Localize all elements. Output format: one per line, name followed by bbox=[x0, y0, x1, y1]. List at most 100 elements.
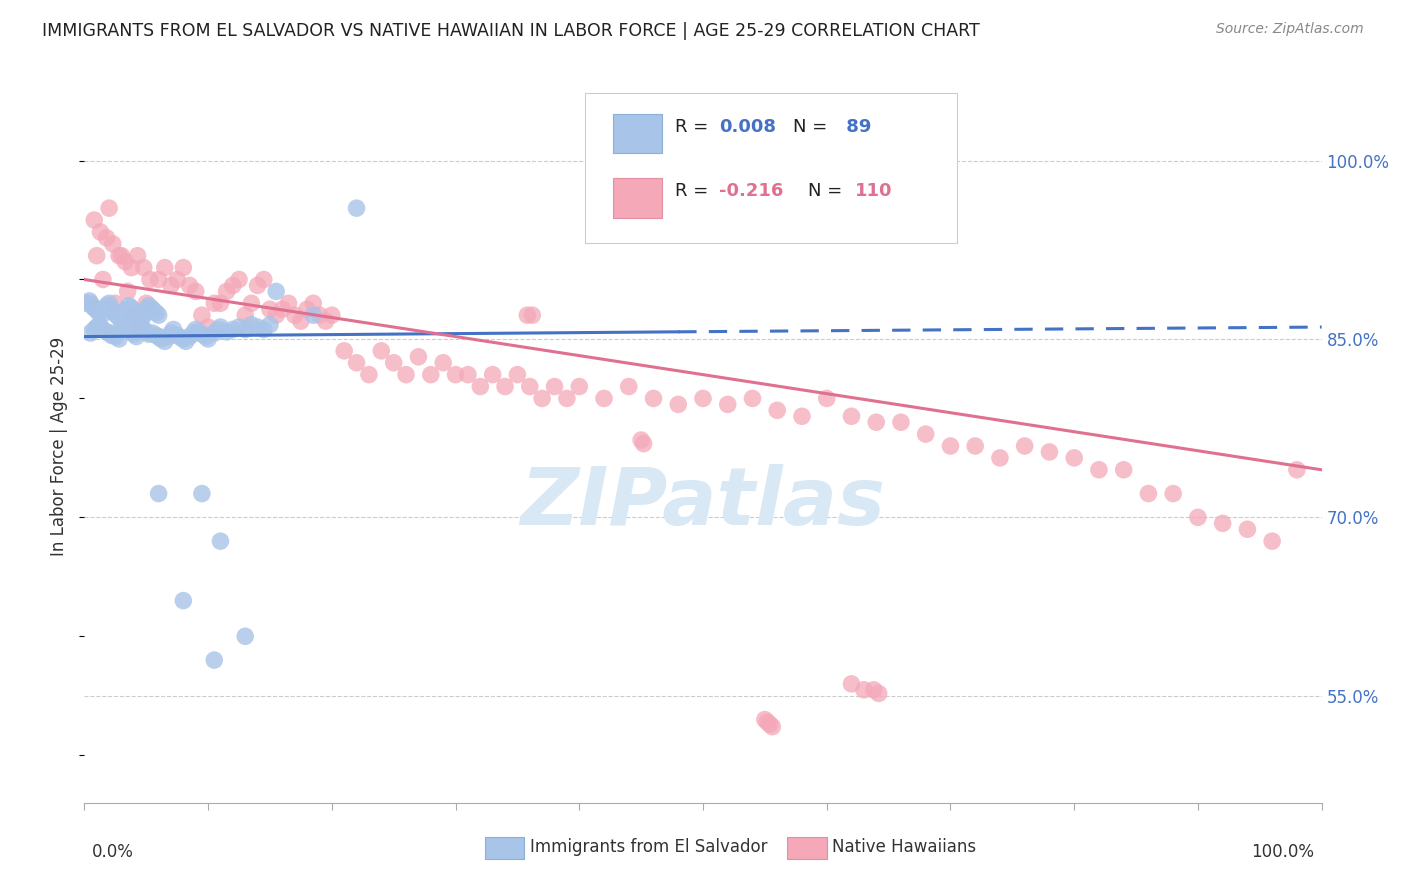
Point bbox=[184, 285, 207, 299]
Point bbox=[139, 272, 162, 286]
Point bbox=[127, 249, 149, 263]
Point bbox=[110, 249, 132, 263]
Point bbox=[408, 350, 430, 364]
Point bbox=[233, 308, 256, 322]
Point bbox=[79, 293, 101, 308]
Point bbox=[108, 332, 131, 346]
Point bbox=[128, 310, 150, 325]
Text: N =: N = bbox=[808, 182, 848, 200]
FancyBboxPatch shape bbox=[613, 114, 662, 153]
Point bbox=[522, 308, 544, 322]
Point bbox=[80, 299, 103, 313]
Point bbox=[209, 296, 232, 310]
Point bbox=[129, 313, 152, 327]
Point bbox=[118, 299, 141, 313]
Y-axis label: In Labor Force | Age 25-29: In Labor Force | Age 25-29 bbox=[51, 336, 69, 556]
Point bbox=[103, 306, 125, 320]
Point bbox=[321, 308, 343, 322]
Point bbox=[79, 326, 101, 340]
Point bbox=[506, 368, 529, 382]
Point bbox=[122, 303, 145, 318]
Text: 110: 110 bbox=[855, 182, 893, 200]
Point bbox=[125, 329, 148, 343]
Point bbox=[120, 301, 142, 315]
Point bbox=[215, 325, 238, 339]
Point bbox=[643, 392, 665, 406]
Point bbox=[148, 486, 170, 500]
Text: 0.0%: 0.0% bbox=[91, 843, 134, 861]
Point bbox=[531, 392, 554, 406]
Point bbox=[630, 433, 652, 447]
Point bbox=[1236, 522, 1258, 536]
Text: Native Hawaiians: Native Hawaiians bbox=[832, 838, 977, 856]
Point bbox=[172, 332, 194, 346]
Point bbox=[105, 308, 128, 322]
Point bbox=[494, 379, 516, 393]
Point bbox=[191, 486, 214, 500]
Point bbox=[150, 332, 173, 346]
Point bbox=[100, 302, 122, 317]
Point bbox=[157, 329, 180, 343]
Point bbox=[271, 302, 294, 317]
Point bbox=[290, 314, 312, 328]
Point bbox=[96, 325, 118, 339]
Point bbox=[184, 322, 207, 336]
Point bbox=[179, 278, 201, 293]
Point bbox=[1285, 463, 1308, 477]
Point bbox=[1261, 534, 1284, 549]
Point bbox=[890, 415, 912, 429]
Point bbox=[965, 439, 987, 453]
Point bbox=[868, 686, 890, 700]
Point bbox=[129, 320, 152, 334]
Text: N =: N = bbox=[793, 118, 834, 136]
Text: R =: R = bbox=[675, 118, 713, 136]
Point bbox=[754, 713, 776, 727]
Point bbox=[222, 322, 245, 336]
Point bbox=[519, 379, 541, 393]
Point bbox=[191, 308, 214, 322]
Point bbox=[593, 392, 616, 406]
Point bbox=[138, 327, 160, 342]
Point bbox=[240, 296, 263, 310]
Point bbox=[191, 327, 214, 342]
Point bbox=[117, 285, 139, 299]
Point bbox=[91, 272, 114, 286]
Point bbox=[120, 260, 142, 275]
Point bbox=[382, 356, 405, 370]
Point bbox=[110, 318, 132, 332]
Point bbox=[115, 302, 138, 317]
Text: IMMIGRANTS FROM EL SALVADOR VS NATIVE HAWAIIAN IN LABOR FORCE | AGE 25-29 CORREL: IMMIGRANTS FROM EL SALVADOR VS NATIVE HA… bbox=[42, 22, 980, 40]
Point bbox=[741, 392, 763, 406]
Point bbox=[419, 368, 441, 382]
Point bbox=[215, 285, 238, 299]
Point bbox=[86, 320, 108, 334]
Point bbox=[315, 314, 337, 328]
Point bbox=[841, 409, 863, 424]
Text: Source: ZipAtlas.com: Source: ZipAtlas.com bbox=[1216, 22, 1364, 37]
Point bbox=[89, 306, 111, 320]
Text: 89: 89 bbox=[841, 118, 872, 136]
Point bbox=[132, 260, 155, 275]
Point bbox=[117, 322, 139, 336]
Point bbox=[516, 308, 538, 322]
Point bbox=[160, 326, 183, 340]
Point bbox=[98, 296, 121, 310]
Point bbox=[862, 682, 884, 697]
Point bbox=[166, 328, 188, 343]
Point bbox=[160, 278, 183, 293]
Point bbox=[138, 299, 160, 313]
Point bbox=[172, 260, 194, 275]
Point bbox=[939, 439, 962, 453]
Point bbox=[302, 296, 325, 310]
Point bbox=[357, 368, 380, 382]
Point bbox=[815, 392, 838, 406]
Point bbox=[1187, 510, 1209, 524]
Point bbox=[166, 272, 188, 286]
Point bbox=[253, 322, 276, 336]
Point bbox=[1063, 450, 1085, 465]
Point bbox=[141, 301, 163, 315]
Point bbox=[120, 325, 142, 339]
Point bbox=[284, 308, 307, 322]
Text: 0.008: 0.008 bbox=[718, 118, 776, 136]
Point bbox=[555, 392, 578, 406]
